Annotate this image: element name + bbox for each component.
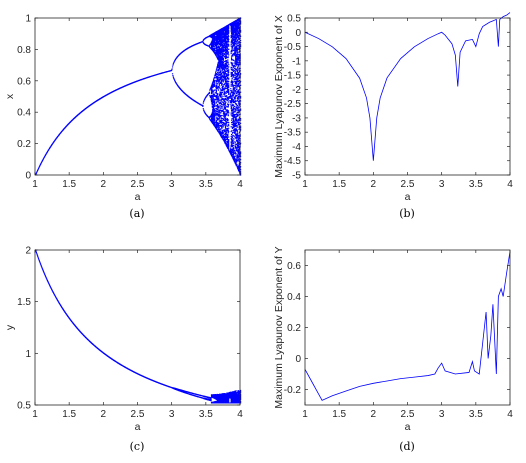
bifurcation-points bbox=[35, 249, 242, 404]
ytick-label: -2.5 bbox=[284, 99, 302, 110]
ytick-label: -5 bbox=[292, 171, 301, 182]
ylabel-d: Maximum Lyapunov Exponent of Y bbox=[273, 246, 285, 408]
xtick-label: 3 bbox=[169, 409, 175, 420]
axes-frame-c bbox=[34, 249, 241, 406]
ytick-label: 2 bbox=[25, 246, 31, 257]
xtick-label: 2 bbox=[101, 179, 107, 190]
xtick-label: 2.5 bbox=[401, 409, 415, 420]
xlabel-c: a bbox=[135, 421, 141, 433]
ticks-a: 1 1.5 2 2.5 3 3.5 4 0 0.2 0.4 0.6 0.8 1 bbox=[17, 14, 243, 191]
ytick-label: -3.5 bbox=[284, 128, 302, 139]
ytick-label: 1 bbox=[25, 349, 31, 360]
xtick-label: 4 bbox=[507, 179, 513, 190]
ticks-c: 1 1.5 2 2.5 3 3.5 40.511.52 bbox=[17, 246, 243, 421]
xlabel-b: a bbox=[405, 191, 411, 203]
axes-frame-a bbox=[34, 17, 241, 176]
xtick-label: 3 bbox=[169, 179, 175, 190]
xtick-label: 2 bbox=[371, 179, 377, 190]
ytick-label: -1 bbox=[292, 56, 301, 67]
xlabel-d: a bbox=[405, 421, 411, 433]
caption-c: (c) bbox=[130, 440, 145, 453]
axes-frame-b bbox=[304, 17, 511, 176]
xtick-label: 3 bbox=[439, 179, 445, 190]
ytick-label: -4.5 bbox=[284, 156, 302, 167]
xtick-label: 1 bbox=[32, 409, 38, 420]
ytick-label: 0.5 bbox=[17, 401, 31, 412]
ytick-label: 0 bbox=[295, 354, 301, 365]
xtick-label: 4 bbox=[237, 409, 243, 420]
xtick-label: 2.5 bbox=[131, 179, 145, 190]
xtick-label: 2.5 bbox=[401, 179, 415, 190]
xtick-label: 2.5 bbox=[131, 409, 145, 420]
xtick-label: 1 bbox=[302, 179, 308, 190]
xtick-label: 2 bbox=[371, 409, 377, 420]
caption-a: (a) bbox=[129, 207, 144, 220]
panel-b: 1 1.5 2 2.5 3 3.5 4 -5 -4.5 -4 -3.5 -3 -2.5 -2 -1.5 -1 -… bbox=[273, 12, 513, 220]
ylabel-c: y bbox=[4, 324, 16, 330]
ytick-label: 0.8 bbox=[17, 45, 31, 56]
xlabel-a: a bbox=[135, 191, 141, 203]
bifurcation-marks-y bbox=[35, 249, 242, 404]
xtick-label: 4 bbox=[507, 409, 513, 420]
lyapunov-line-y bbox=[304, 251, 511, 401]
xtick-label: 2 bbox=[101, 409, 107, 420]
ytick-label: 0.2 bbox=[287, 323, 301, 334]
xtick-label: 1.5 bbox=[62, 409, 76, 420]
bifurcation-points bbox=[35, 17, 242, 176]
caption-d: (d) bbox=[399, 440, 415, 453]
panel-a: 1 1.5 2 2.5 3 3.5 4 0 0.2 0.4 0.6 0.8 1 a x (a) bbox=[4, 14, 243, 221]
ytick-label: 0 bbox=[295, 28, 301, 39]
xtick-label: 3.5 bbox=[199, 409, 213, 420]
ylabel-a: x bbox=[4, 93, 16, 99]
ytick-label: 0.4 bbox=[17, 108, 31, 119]
xtick-label: 3.5 bbox=[199, 179, 213, 190]
ticks-b: 1 1.5 2 2.5 3 3.5 4 -5 -4.5 -4 -3.5 -3 -2.5 -2 -1.5 -1 -… bbox=[284, 14, 513, 191]
caption-b: (b) bbox=[399, 207, 415, 220]
ticks-d: 1 1.5 2 2.5 3 3.5 4 -0.2 0 0.2 0.4 0.6 bbox=[284, 250, 513, 420]
xtick-label: 1.5 bbox=[332, 409, 346, 420]
ytick-label: 0.2 bbox=[17, 139, 31, 150]
xtick-label: 1 bbox=[32, 179, 38, 190]
ytick-label: -4 bbox=[292, 142, 301, 153]
ylabel-b: Maximum Lyapunov Exponent of X bbox=[273, 15, 285, 177]
ytick-label: 0.4 bbox=[287, 292, 301, 303]
ytick-label: -0.5 bbox=[284, 42, 302, 53]
ytick-label: 0 bbox=[25, 171, 31, 182]
axes-frame-d bbox=[304, 249, 511, 406]
xtick-label: 3.5 bbox=[469, 179, 483, 190]
ytick-label: 0.6 bbox=[287, 261, 301, 272]
lyapunov-series bbox=[304, 251, 511, 401]
bifurcation-marks-x bbox=[35, 17, 242, 176]
ytick-label: 0.6 bbox=[17, 76, 31, 87]
ytick-label: 1 bbox=[25, 14, 31, 25]
lyapunov-series bbox=[304, 12, 511, 161]
xtick-label: 3 bbox=[439, 409, 445, 420]
xtick-label: 1.5 bbox=[332, 179, 346, 190]
panel-d: 1 1.5 2 2.5 3 3.5 4 -0.2 0 0.2 0.4 0.6 a Maximum Ly… bbox=[273, 246, 513, 453]
ytick-label: -1.5 bbox=[284, 71, 302, 82]
ytick-label: 1.5 bbox=[17, 297, 31, 308]
panel-c: 1 1.5 2 2.5 3 3.5 40.511.52 a y (c) bbox=[4, 246, 243, 454]
lyapunov-line-x bbox=[304, 12, 511, 161]
ytick-label: -0.2 bbox=[284, 385, 302, 396]
xtick-label: 1.5 bbox=[62, 179, 76, 190]
ytick-label: -2 bbox=[292, 85, 301, 96]
xtick-label: 3.5 bbox=[469, 409, 483, 420]
xtick-label: 1 bbox=[302, 409, 308, 420]
xtick-label: 4 bbox=[237, 179, 243, 190]
ytick-label: -3 bbox=[292, 113, 301, 124]
ytick-label: 0.5 bbox=[287, 14, 301, 25]
